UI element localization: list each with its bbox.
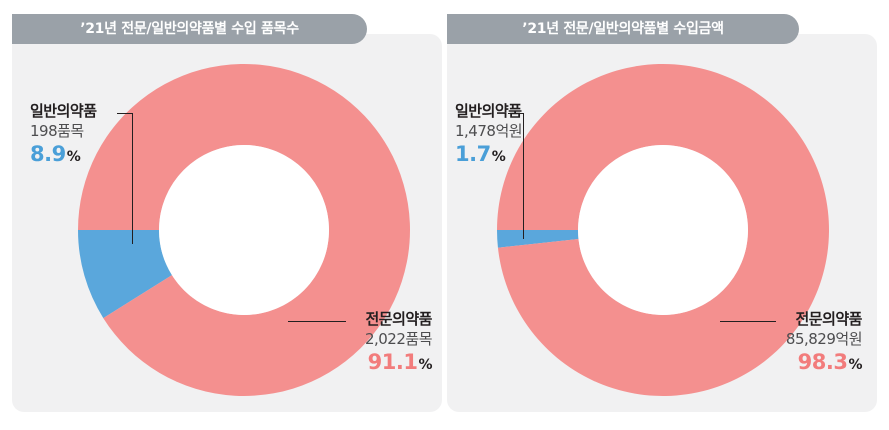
otc-name: 일반의약품: [30, 102, 97, 120]
rx-percent-unit: %: [418, 357, 432, 373]
otc-count-amount: 1,478억원: [455, 121, 523, 140]
chart-title-amount: ’21년 전문/일반의약품별 수입금액: [447, 14, 799, 44]
donut-chart-items: [78, 64, 410, 397]
rx-count-amount: 85,829억원: [785, 329, 863, 348]
otc-leader-h: [117, 113, 133, 114]
otc-name-amount: 일반의약품: [455, 102, 522, 120]
rx-percent: 91.1: [367, 350, 418, 374]
chart-title-items: ’21년 전문/일반의약품별 수입 품목수: [12, 14, 367, 44]
rx-name-amount: 전문의약품: [795, 310, 862, 328]
otc-count: 198품목: [30, 121, 84, 140]
otc-percent-unit-amount: %: [491, 149, 506, 165]
label-rx-items: 전문의약품 2,022품목 91.1%: [300, 310, 433, 376]
rx-percent-unit-amount: %: [848, 357, 862, 373]
rx-leader-amount: [720, 321, 776, 322]
otc-percent: 8.9: [30, 142, 66, 166]
donut-hole: [159, 145, 329, 315]
otc-percent-unit: %: [66, 149, 81, 165]
otc-leader-h-amount: [508, 113, 524, 114]
slice-otc: [497, 230, 579, 248]
label-rx-amount: 전문의약품 85,829억원 98.3%: [730, 310, 863, 376]
slice-otc: [78, 230, 172, 319]
rx-name: 전문의약품: [365, 310, 432, 328]
rx-percent-amount: 98.3: [797, 350, 848, 374]
donut-chart-amount: [497, 64, 829, 396]
donut-hole: [578, 145, 748, 315]
slice-rx: [497, 64, 829, 396]
rx-count: 2,022품목: [364, 329, 433, 348]
slice-rx: [78, 64, 410, 397]
otc-percent-amount: 1.7: [455, 142, 491, 166]
otc-leader-v-amount: [523, 113, 524, 239]
rx-leader: [288, 321, 346, 322]
label-otc-amount: 일반의약품 1,478억원 1.7%: [455, 102, 523, 168]
otc-leader-v: [132, 113, 133, 244]
label-otc-items: 일반의약품 198품목 8.9%: [30, 102, 97, 168]
